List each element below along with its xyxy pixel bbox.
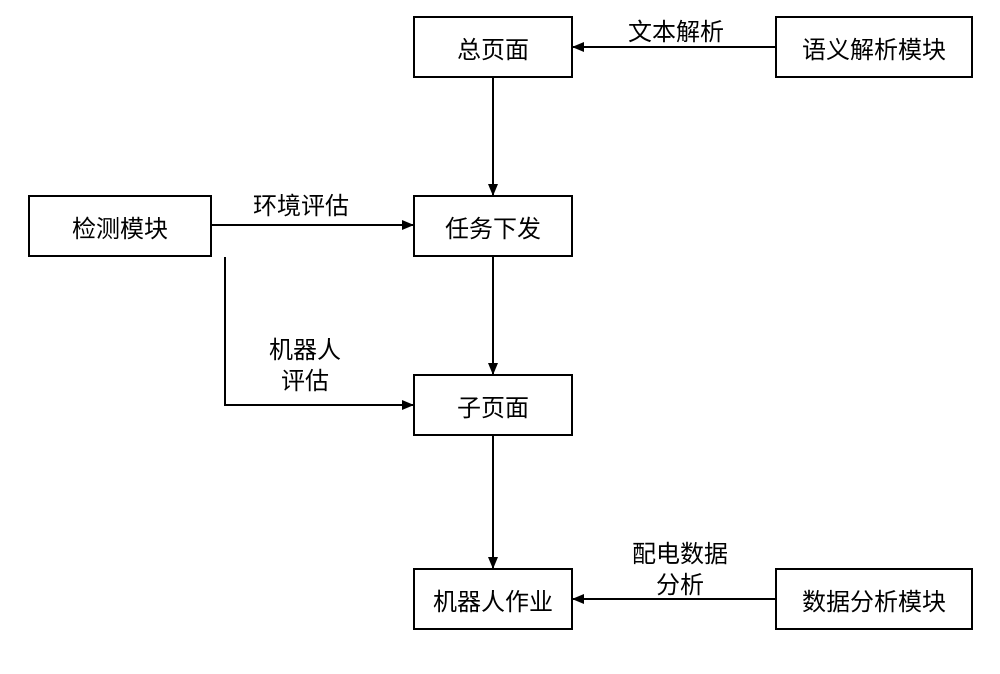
node-task-dispatch: 任务下发 bbox=[413, 195, 573, 257]
node-main-page: 总页面 bbox=[413, 16, 573, 78]
node-semantic-parse: 语义解析模块 bbox=[775, 16, 973, 78]
edge-label-power-data: 配电数据 分析 bbox=[632, 540, 728, 602]
node-robot-op: 机器人作业 bbox=[413, 568, 573, 630]
node-label: 检测模块 bbox=[72, 209, 168, 244]
node-label: 任务下发 bbox=[445, 209, 541, 244]
node-label: 数据分析模块 bbox=[802, 582, 946, 617]
node-label: 子页面 bbox=[457, 388, 529, 423]
edge-label-robot-assess: 机器人 评估 bbox=[269, 336, 341, 398]
node-detection: 检测模块 bbox=[28, 195, 212, 257]
node-data-analysis: 数据分析模块 bbox=[775, 568, 973, 630]
edge-label-env-assess: 环境评估 bbox=[253, 192, 349, 223]
edge-label-text-parse: 文本解析 bbox=[628, 18, 724, 49]
node-label: 总页面 bbox=[457, 30, 529, 65]
node-sub-page: 子页面 bbox=[413, 374, 573, 436]
node-label: 机器人作业 bbox=[433, 582, 553, 617]
node-label: 语义解析模块 bbox=[802, 30, 946, 65]
